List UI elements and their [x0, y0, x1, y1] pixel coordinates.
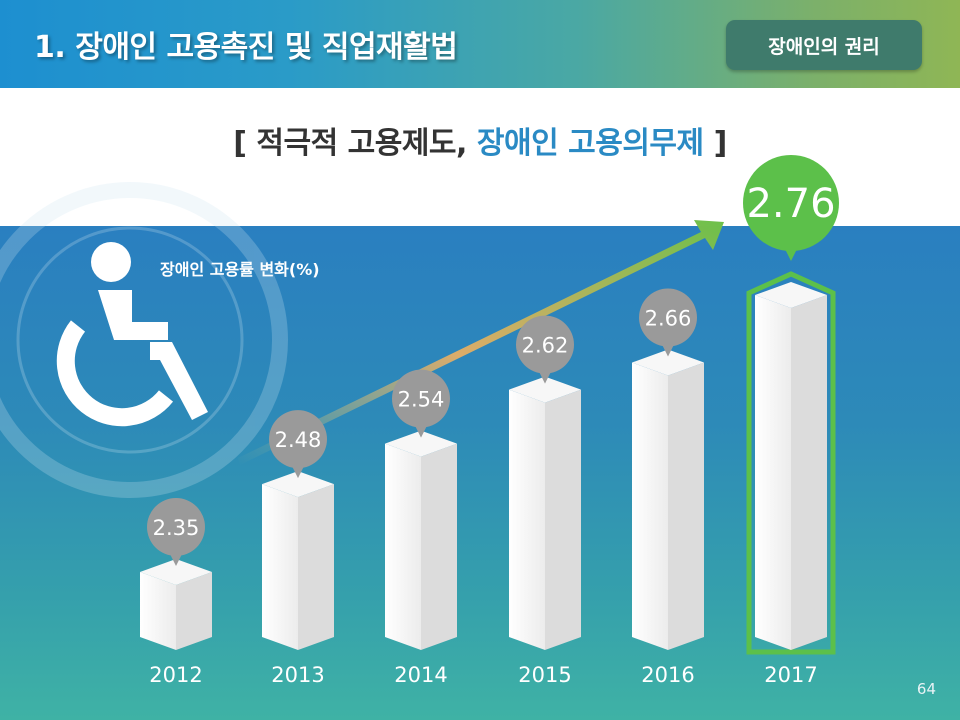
- bubble-circle: [639, 288, 697, 347]
- bar-front-face: [262, 484, 298, 650]
- bar-side-face: [298, 484, 334, 650]
- bubble-circle: [269, 410, 327, 469]
- ring-decoration: [0, 182, 288, 498]
- bar-top-face: [509, 376, 581, 403]
- highlight-outline: [746, 271, 836, 655]
- data-label-bubble: 2.48: [269, 410, 327, 479]
- data-label-bubble: 2.76: [743, 155, 839, 261]
- section-badge: 장애인의 권리: [726, 20, 922, 70]
- bubble-circle: [147, 498, 205, 556]
- bar-top-face: [755, 282, 827, 308]
- tick-labels: 2012 2013 2014 2015 2016 2017: [149, 663, 817, 687]
- data-label: 2.48: [275, 428, 322, 452]
- bubble-pointer: [538, 369, 552, 384]
- bars-group: 2.35 2.48 2.54 2.62 2.66 2.76: [140, 155, 839, 655]
- subtitle-open-bracket: [: [233, 126, 257, 161]
- bar-front-face: [755, 295, 791, 650]
- bar-top-face: [632, 349, 704, 376]
- bubble-pointer: [784, 247, 798, 261]
- subtitle-plain: 적극적 고용제도,: [256, 126, 477, 161]
- tick-label: 2015: [518, 663, 571, 687]
- tick-label: 2012: [149, 663, 202, 687]
- data-label: 2.54: [398, 388, 445, 412]
- data-label: 2.66: [645, 307, 692, 331]
- bar-2015: [509, 376, 581, 650]
- subtitle-highlight: 장애인 고용의무제: [476, 126, 704, 161]
- bar-front-face: [509, 389, 545, 650]
- header-bar: 1. 장애인 고용촉진 및 직업재활법 장애인의 권리: [0, 0, 960, 88]
- bar-side-face: [421, 443, 457, 650]
- bubble-circle: [743, 155, 839, 251]
- bar-front-face: [140, 572, 176, 650]
- data-label: 2.76: [746, 181, 835, 227]
- page-number: 64: [916, 680, 936, 698]
- bar-2012: [140, 559, 212, 650]
- bar-front-face: [632, 362, 668, 650]
- tick-label: 2013: [271, 663, 324, 687]
- bar-top-face: [140, 559, 212, 585]
- subtitle-close-bracket: ]: [703, 126, 728, 161]
- bubble-pointer: [414, 423, 428, 438]
- bar-2013: [262, 471, 334, 650]
- bubble-circle: [516, 315, 574, 374]
- tick-label: 2017: [764, 663, 817, 687]
- bar-side-face: [545, 389, 581, 650]
- bubble-pointer: [169, 552, 183, 566]
- bar-top-face: [262, 471, 334, 498]
- tick-label: 2016: [641, 663, 694, 687]
- bubble-pointer: [661, 342, 675, 357]
- data-label: 2.62: [522, 334, 569, 358]
- bar-side-face: [791, 295, 827, 650]
- bar-2017: [746, 271, 836, 655]
- data-label-bubble: 2.54: [392, 369, 450, 438]
- chart-title: 장애인 고용률 변화(%): [160, 260, 320, 279]
- data-label-bubble: 2.35: [147, 498, 205, 566]
- bubble-pointer: [291, 464, 305, 479]
- bar-2016: [632, 349, 704, 650]
- tick-label: 2014: [394, 663, 447, 687]
- data-label-bubble: 2.62: [516, 315, 574, 384]
- data-label-bubble: 2.66: [639, 288, 697, 357]
- trend-arrow: [238, 220, 724, 465]
- bar-2014: [385, 430, 457, 650]
- bar-front-face: [385, 443, 421, 650]
- data-label: 2.35: [153, 516, 200, 540]
- wheelchair-icon: [56, 242, 208, 427]
- slide-subtitle: [ 적극적 고용제도, 장애인 고용의무제 ]: [0, 118, 960, 162]
- bar-side-face: [668, 362, 704, 650]
- bar-side-face: [176, 572, 212, 650]
- page-title: 1. 장애인 고용촉진 및 직업재활법: [34, 30, 458, 65]
- bubble-circle: [392, 369, 450, 428]
- bar-top-face: [385, 430, 457, 457]
